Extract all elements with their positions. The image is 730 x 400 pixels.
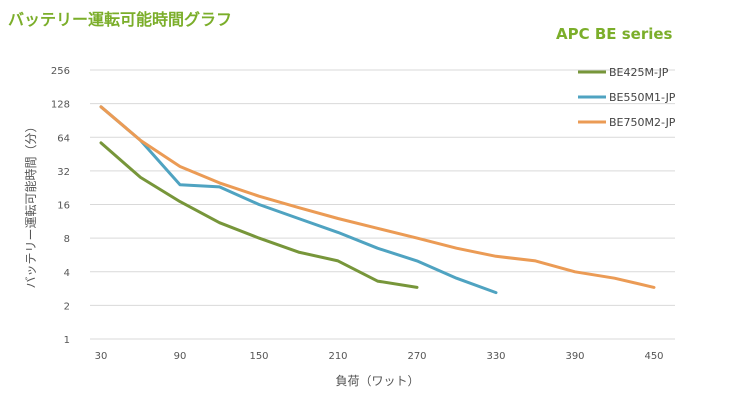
chart-title: バッテリー運転可能時間グラフ [8, 10, 233, 29]
x-axis-ticks: 30 90 150 210 270 330 390 450 [95, 351, 664, 362]
y-tick-label: 8 [64, 234, 70, 245]
y-tick-label: 256 [51, 66, 70, 77]
x-tick-label: 450 [644, 351, 663, 362]
x-axis-title: 負荷（ワット） [335, 374, 419, 388]
x-tick-label: 330 [486, 351, 505, 362]
legend-label: BE550M1-JP [609, 91, 676, 104]
y-axis-title: バッテリー運転可能時間（分） [24, 120, 38, 288]
series-line-be550m1-jp [99, 105, 498, 295]
y-axis-ticks: 1 2 4 8 16 32 64 128 256 [51, 66, 70, 346]
x-tick-label: 150 [249, 351, 268, 362]
y-tick-label: 4 [64, 268, 70, 279]
gridlines [90, 69, 675, 340]
legend: BE425M-JP BE550M1-JP BE750M2-JP [578, 66, 676, 129]
y-tick-label: 64 [57, 133, 70, 144]
x-tick-label: 210 [328, 351, 347, 362]
series-line-be750m2-jp [99, 105, 656, 289]
series-line-be425m-jp [99, 141, 419, 289]
series-lines [99, 105, 656, 295]
x-tick-label: 390 [565, 351, 584, 362]
y-tick-label: 2 [64, 301, 70, 312]
x-tick-label: 90 [174, 351, 187, 362]
y-tick-label: 128 [51, 100, 70, 111]
legend-label: BE750M2-JP [609, 116, 676, 129]
x-tick-label: 270 [407, 351, 426, 362]
legend-label: BE425M-JP [609, 66, 669, 79]
chart-subtitle: APC BE series [556, 25, 673, 43]
y-tick-label: 32 [57, 167, 70, 178]
y-tick-label: 16 [57, 201, 70, 212]
y-tick-label: 1 [64, 335, 70, 346]
x-tick-label: 30 [95, 351, 108, 362]
